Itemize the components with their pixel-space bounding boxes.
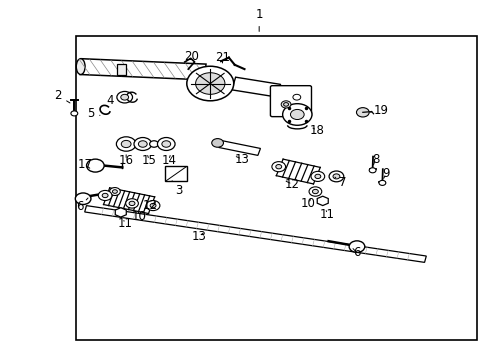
Text: 20: 20 [184, 50, 199, 63]
Circle shape [149, 141, 158, 147]
Text: 6: 6 [76, 198, 88, 213]
Circle shape [310, 171, 324, 181]
Circle shape [121, 140, 131, 148]
FancyBboxPatch shape [270, 86, 311, 117]
Text: 7: 7 [334, 176, 346, 189]
Text: 3: 3 [172, 181, 182, 197]
Circle shape [292, 94, 300, 100]
Circle shape [138, 141, 147, 147]
Text: 9: 9 [382, 167, 389, 180]
Text: 10: 10 [132, 210, 146, 222]
Text: 12: 12 [285, 178, 299, 191]
Text: 4: 4 [106, 94, 119, 107]
Polygon shape [115, 208, 126, 217]
Circle shape [98, 190, 112, 201]
Circle shape [368, 168, 375, 173]
Text: 11: 11 [320, 208, 334, 221]
Circle shape [134, 138, 151, 150]
Circle shape [328, 171, 343, 182]
Circle shape [283, 103, 288, 106]
Text: 12: 12 [143, 199, 158, 212]
Circle shape [75, 193, 91, 204]
Circle shape [109, 188, 120, 195]
Circle shape [211, 139, 223, 147]
Text: 8: 8 [371, 153, 379, 166]
Circle shape [312, 189, 318, 194]
Text: 19: 19 [370, 104, 388, 117]
Circle shape [282, 104, 311, 125]
Circle shape [275, 165, 281, 169]
Polygon shape [231, 77, 280, 97]
Circle shape [308, 187, 321, 196]
Text: 5: 5 [86, 107, 100, 120]
Text: 10: 10 [300, 197, 315, 210]
Text: 11: 11 [117, 217, 132, 230]
Text: 2: 2 [54, 89, 70, 103]
Circle shape [116, 137, 136, 151]
Circle shape [195, 73, 224, 94]
Text: 1: 1 [255, 8, 263, 31]
Circle shape [186, 66, 233, 101]
Text: 15: 15 [142, 154, 156, 167]
Text: 13: 13 [234, 153, 249, 166]
Text: 6: 6 [352, 246, 360, 259]
Bar [285, 114, 295, 121]
Circle shape [157, 138, 175, 150]
Polygon shape [84, 206, 426, 262]
Text: 18: 18 [309, 124, 324, 137]
Text: 14: 14 [161, 154, 176, 167]
Text: 13: 13 [192, 230, 206, 243]
Circle shape [348, 241, 364, 252]
Text: 17: 17 [78, 158, 93, 171]
Polygon shape [80, 59, 205, 80]
Bar [117, 64, 126, 75]
FancyBboxPatch shape [165, 166, 186, 181]
Circle shape [86, 159, 104, 172]
Circle shape [129, 201, 135, 206]
Circle shape [356, 108, 368, 117]
Circle shape [290, 109, 304, 120]
Circle shape [117, 91, 132, 103]
Circle shape [271, 162, 285, 172]
Bar [76, 36, 476, 340]
Polygon shape [218, 140, 260, 156]
Circle shape [121, 94, 128, 100]
Ellipse shape [76, 59, 85, 75]
Circle shape [146, 201, 160, 211]
Circle shape [150, 203, 156, 208]
Circle shape [378, 180, 385, 185]
Circle shape [332, 174, 339, 179]
Circle shape [281, 101, 290, 108]
Circle shape [112, 190, 117, 193]
Circle shape [71, 111, 78, 116]
Text: 21: 21 [215, 51, 229, 64]
Circle shape [162, 141, 170, 147]
Polygon shape [317, 196, 327, 206]
Circle shape [314, 174, 320, 179]
Text: 16: 16 [119, 154, 133, 167]
Circle shape [102, 193, 108, 198]
Circle shape [125, 199, 138, 208]
